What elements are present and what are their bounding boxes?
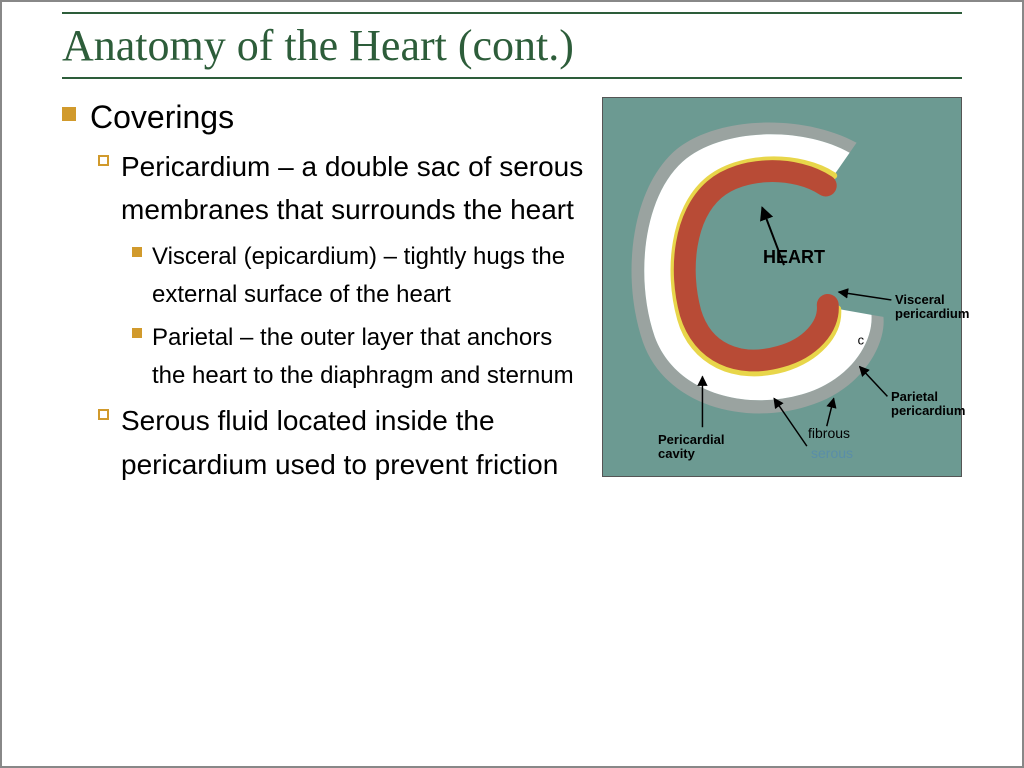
label-parietal: Parietal pericardium [891, 390, 965, 417]
l2-item-pericardium: Pericardium – a double sac of serous mem… [98, 145, 592, 395]
l3-text: Parietal – the outer layer that anchors … [152, 319, 592, 396]
list-level-2: Pericardium – a double sac of serous mem… [62, 145, 592, 486]
label-pericardial-cavity: Pericardial cavity [658, 433, 725, 460]
label-visceral-l2: pericardium [895, 306, 969, 321]
body-row: Coverings Pericardium – a double sac of … [62, 97, 962, 492]
leader-fibrous [827, 398, 834, 426]
small-square-bullet-icon [132, 247, 142, 257]
l2-item-serous-fluid: Serous fluid located inside the pericard… [98, 399, 592, 486]
leader-visceral [839, 292, 892, 300]
l2-text: Pericardium – a double sac of serous mem… [121, 145, 592, 232]
square-bullet-icon [62, 107, 76, 121]
hollow-square-bullet-icon [98, 155, 109, 166]
diagram-svg: c [603, 98, 961, 476]
l1-text: Coverings [90, 97, 234, 137]
mark-c: c [858, 333, 865, 348]
l3-text: Visceral (epicardium) – tightly hugs the… [152, 238, 592, 315]
label-parietal-l2: pericardium [891, 403, 965, 418]
label-fibrous: fibrous [808, 426, 850, 441]
l2-text: Serous fluid located inside the pericard… [121, 399, 592, 486]
hollow-square-bullet-icon [98, 409, 109, 420]
title-rule-bottom [62, 77, 962, 79]
label-visceral: Visceral pericardium [895, 293, 969, 320]
label-serous: serous [811, 446, 853, 461]
list-level-3: Visceral (epicardium) – tightly hugs the… [98, 238, 592, 396]
slide-container: Anatomy of the Heart (cont.) Coverings P… [0, 0, 1024, 768]
l1-item-coverings: Coverings Pericardium – a double sac of … [62, 97, 592, 486]
small-square-bullet-icon [132, 328, 142, 338]
diagram-column: c HEART Visceral pericardium Parietal pe… [602, 97, 962, 492]
leader-parietal [860, 367, 888, 397]
slide-title: Anatomy of the Heart (cont.) [62, 14, 962, 77]
l3-item-parietal: Parietal – the outer layer that anchors … [132, 319, 592, 396]
list-level-1: Coverings Pericardium – a double sac of … [62, 97, 592, 486]
l3-item-visceral: Visceral (epicardium) – tightly hugs the… [132, 238, 592, 315]
label-heart: HEART [763, 248, 825, 267]
text-column: Coverings Pericardium – a double sac of … [62, 97, 592, 492]
label-pc-l2: cavity [658, 446, 695, 461]
pericardium-diagram: c HEART Visceral pericardium Parietal pe… [602, 97, 962, 477]
